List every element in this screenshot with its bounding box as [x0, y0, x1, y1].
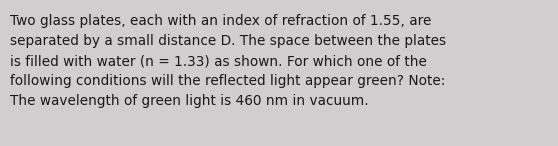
Text: Two glass plates, each with an index of refraction of 1.55, are
separated by a s: Two glass plates, each with an index of … — [10, 14, 446, 108]
